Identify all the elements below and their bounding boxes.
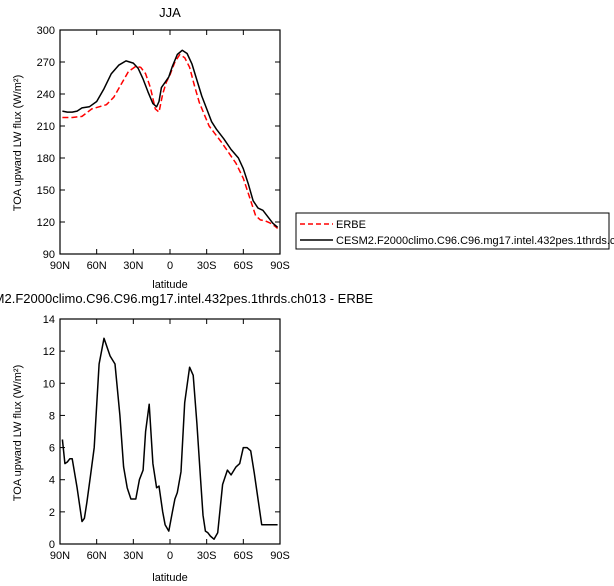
top-chart-title: JJA xyxy=(159,5,181,20)
top-xtick-label: 90S xyxy=(270,260,290,272)
top-xtick-label: 30N xyxy=(123,260,143,272)
bottom-xtick-label: 90N xyxy=(50,550,70,562)
top-ytick-label: 150 xyxy=(37,185,55,197)
top-x-axis-label: latitude xyxy=(152,279,187,291)
bottom-y-axis-label: TOA upward LW flux (W/m²) xyxy=(12,365,24,502)
top-ytick-label: 180 xyxy=(37,153,55,165)
bottom-ytick-label: 8 xyxy=(49,410,55,422)
top-chart: JJA 90 120 150 180 210 240 270 300 90N 60N 30N 0 30S… xyxy=(12,5,290,291)
top-y-axis-label: TOA upward LW flux (W/m²) xyxy=(12,75,24,212)
bottom-xtick-label: 30S xyxy=(197,550,217,562)
bottom-ytick-label: 10 xyxy=(43,378,55,390)
bottom-xtick-label: 90S xyxy=(270,550,290,562)
bottom-plot-area: 0 2 4 6 8 10 12 14 90N 60N 30N 0 30S 60S 90S xyxy=(43,314,290,562)
bottom-x-axis-label: latitude xyxy=(152,572,187,584)
bottom-xtick-label: 30N xyxy=(123,550,143,562)
top-ytick-label: 210 xyxy=(37,121,55,133)
top-xtick-label: 30S xyxy=(197,260,217,272)
top-xtick-label: 60N xyxy=(87,260,107,272)
legend: ERBE CESM2.F2000climo.C96.C96.mg17.intel… xyxy=(295,212,614,250)
legend-box xyxy=(295,212,610,250)
top-xtick-label: 0 xyxy=(167,260,173,272)
bottom-ytick-label: 2 xyxy=(49,507,55,519)
bottom-ytick-label: 6 xyxy=(49,443,55,455)
bottom-chart-title: CESM2.F2000climo.C96.C96.mg17.intel.432p… xyxy=(0,291,373,306)
top-plot-area: 90 120 150 180 210 240 270 300 90N 60N 30N 0 30S 60S 9… xyxy=(37,25,290,272)
top-ytick-label: 90 xyxy=(43,249,55,261)
bottom-chart: CESM2.F2000climo.C96.C96.mg17.intel.432p… xyxy=(0,291,373,584)
top-ytick-label: 240 xyxy=(37,89,55,101)
top-ytick-label: 300 xyxy=(37,25,55,37)
legend-cesm-label: CESM2.F2000climo.C96.C96.mg17.intel.432p… xyxy=(336,235,614,247)
bottom-plot-frame xyxy=(59,318,281,545)
bottom-series-difference-line xyxy=(61,337,278,540)
bottom-xtick-label: 60N xyxy=(87,550,107,562)
top-xtick-label: 60S xyxy=(234,260,254,272)
top-series-erbe-line xyxy=(62,53,279,229)
bottom-xtick-label: 0 xyxy=(167,550,173,562)
top-plot-frame xyxy=(59,29,281,255)
bottom-ytick-label: 12 xyxy=(43,346,55,358)
top-ytick-label: 270 xyxy=(37,57,55,69)
bottom-ytick-label: 4 xyxy=(49,475,55,487)
bottom-xtick-label: 60S xyxy=(234,550,254,562)
top-xtick-label: 90N xyxy=(50,260,70,272)
top-ytick-label: 120 xyxy=(37,217,55,229)
bottom-ytick-label: 0 xyxy=(49,539,55,551)
top-series-cesm-line xyxy=(62,49,279,228)
bottom-ytick-label: 14 xyxy=(43,314,55,326)
legend-erbe-label: ERBE xyxy=(336,219,366,231)
